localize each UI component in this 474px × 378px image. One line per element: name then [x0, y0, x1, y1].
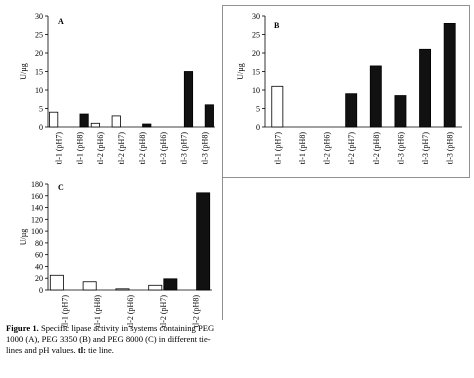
caption-abbr: tl: — [77, 345, 86, 355]
bar — [183, 71, 194, 128]
x-tick-label: tl-2 (pH7) — [347, 132, 356, 165]
y-tick-label: 40 — [35, 262, 43, 271]
y-axis-label: U/µg — [19, 63, 28, 80]
y-tick-label: 25 — [252, 31, 260, 40]
y-tick-label: 20 — [35, 274, 43, 283]
y-tick-label: 60 — [35, 251, 43, 260]
chart-title: C — [58, 183, 64, 192]
x-tick-label: tl-2 (pH8) — [192, 295, 201, 328]
x-tick-label: tl-1 (pH8) — [75, 132, 84, 165]
caption-abbr-text: tie line. — [88, 345, 114, 355]
y-tick-label: 0 — [39, 286, 43, 295]
x-tick-label: tl-2 (pH6) — [126, 295, 135, 328]
y-tick-label: 5 — [256, 105, 260, 114]
bar — [142, 123, 152, 128]
x-tick-label: tl-1 (pH8) — [298, 132, 307, 165]
x-tick-label: tl-3 (pH6) — [159, 132, 168, 165]
x-tick-label: tl-3 (pH6) — [396, 132, 405, 165]
panel-frame — [222, 5, 470, 178]
x-tick-label: tl-3 (pH8) — [201, 132, 210, 165]
bar — [394, 95, 407, 128]
bar — [148, 284, 163, 291]
y-tick-label: 5 — [39, 105, 43, 114]
x-tick-label: tl-2 (pH6) — [96, 132, 105, 165]
x-tick-label: tl-1 (pH7) — [54, 132, 63, 165]
y-tick-label: 80 — [35, 239, 43, 248]
caption: Figure 1. Specific lipase activity in sy… — [6, 323, 222, 356]
bar — [271, 85, 284, 128]
bar — [111, 115, 121, 128]
y-tick-label: 20 — [35, 49, 43, 58]
bar — [419, 48, 432, 128]
y-tick-label: 180 — [31, 180, 43, 189]
chart-title: A — [58, 17, 64, 26]
y-tick-label: 30 — [35, 12, 43, 21]
y-axis-label: U/µg — [19, 229, 28, 246]
bar — [79, 113, 89, 128]
bar — [82, 281, 97, 291]
y-tick-label: 15 — [35, 68, 43, 77]
bar — [115, 288, 130, 291]
x-tick-label: tl-3 (pH8) — [446, 132, 455, 165]
bar — [369, 65, 382, 128]
y-tick-label: 120 — [31, 215, 43, 224]
bar — [49, 111, 59, 128]
y-tick-label: 10 — [252, 86, 260, 95]
y-tick-label: 160 — [31, 192, 43, 201]
x-tick-label: tl-2 (pH6) — [323, 132, 332, 165]
x-tick-label: tl-1 (pH8) — [93, 295, 102, 328]
x-tick-label: tl-2 (pH8) — [138, 132, 147, 165]
x-tick-label: tl-2 (pH7) — [159, 295, 168, 328]
bar — [345, 93, 358, 128]
bar — [196, 192, 211, 291]
y-axis-label: U/µg — [236, 63, 245, 80]
bar — [163, 278, 178, 291]
y-tick-label: 15 — [252, 68, 260, 77]
x-tick-label: tl-2 (pH7) — [117, 132, 126, 165]
chart-title: B — [274, 21, 280, 30]
caption-label: Figure 1. — [6, 323, 39, 333]
y-tick-label: 0 — [256, 123, 260, 132]
y-tick-label: 25 — [35, 31, 43, 40]
y-tick-label: 20 — [252, 49, 260, 58]
x-tick-label: tl-2 (pH8) — [372, 132, 381, 165]
caption-text: Specific lipase activity in systems cont… — [6, 323, 215, 355]
bar — [204, 104, 214, 128]
x-tick-label: tl-3 (pH7) — [180, 132, 189, 165]
bar — [49, 274, 64, 291]
y-tick-label: 30 — [252, 12, 260, 21]
x-tick-label: tl-3 (pH7) — [421, 132, 430, 165]
x-tick-label: tl-1 (pH7) — [60, 295, 69, 328]
bar — [443, 22, 456, 128]
y-tick-label: 100 — [31, 227, 43, 236]
y-tick-label: 10 — [35, 86, 43, 95]
y-tick-label: 140 — [31, 204, 43, 213]
x-tick-label: tl-1 (pH7) — [273, 132, 282, 165]
bar — [90, 122, 100, 128]
y-tick-label: 0 — [39, 123, 43, 132]
